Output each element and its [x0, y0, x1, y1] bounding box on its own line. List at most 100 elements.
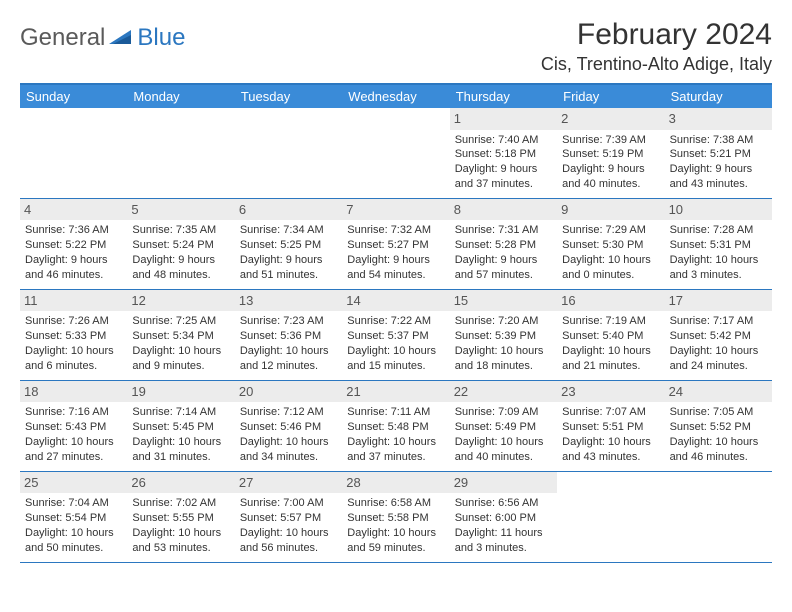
sunset-text: Sunset: 5:49 PM [455, 420, 552, 435]
daylight-text: Daylight: 9 hours [562, 162, 659, 177]
day-cell: 23Sunrise: 7:07 AMSunset: 5:51 PMDayligh… [557, 381, 664, 471]
daylight-text: Daylight: 10 hours [670, 253, 767, 268]
sunset-text: Sunset: 5:25 PM [240, 238, 337, 253]
month-title: February 2024 [541, 18, 772, 52]
sunset-text: Sunset: 5:36 PM [240, 329, 337, 344]
sunset-text: Sunset: 5:19 PM [562, 147, 659, 162]
day-cell: 29Sunrise: 6:56 AMSunset: 6:00 PMDayligh… [450, 472, 557, 562]
day-cell: 3Sunrise: 7:38 AMSunset: 5:21 PMDaylight… [665, 108, 772, 198]
sunrise-text: Sunrise: 7:40 AM [455, 133, 552, 148]
daylight-text: Daylight: 10 hours [562, 253, 659, 268]
day-number: 3 [665, 108, 772, 130]
sunrise-text: Sunrise: 6:58 AM [347, 496, 444, 511]
daylight-text: Daylight: 9 hours [347, 253, 444, 268]
daylight-text: Daylight: 11 hours [455, 526, 552, 541]
daylight-text: and 40 minutes. [562, 177, 659, 192]
day-number: 29 [450, 472, 557, 494]
day-cell: 8Sunrise: 7:31 AMSunset: 5:28 PMDaylight… [450, 199, 557, 289]
daylight-text: and 3 minutes. [670, 268, 767, 283]
sunset-text: Sunset: 5:24 PM [132, 238, 229, 253]
sunrise-text: Sunrise: 7:11 AM [347, 405, 444, 420]
day-cell: 4 Sunrise: 7:36 AMSunset: 5:22 PMDaylight… [20, 199, 127, 289]
sunrise-text: Sunrise: 7:35 AM [132, 223, 229, 238]
sunrise-text: Sunrise: 7:29 AM [562, 223, 659, 238]
daylight-text: Daylight: 10 hours [132, 526, 229, 541]
daylight-text: and 59 minutes. [347, 541, 444, 556]
daylight-text: and 9 minutes. [132, 359, 229, 374]
day-cell: 9Sunrise: 7:29 AMSunset: 5:30 PMDaylight… [557, 199, 664, 289]
location-text: Cis, Trentino-Alto Adige, Italy [541, 54, 772, 75]
daylight-text: Daylight: 9 hours [240, 253, 337, 268]
day-number: 24 [665, 381, 772, 403]
daylight-text: Daylight: 10 hours [25, 526, 122, 541]
sunset-text: Sunset: 5:22 PM [25, 238, 122, 253]
daylight-text: and 46 minutes. [25, 268, 122, 283]
day-header: Saturday [665, 85, 772, 108]
sunset-text: Sunset: 5:40 PM [562, 329, 659, 344]
day-header: Monday [127, 85, 234, 108]
sunrise-text: Sunrise: 7:04 AM [25, 496, 122, 511]
day-cell: 25Sunrise: 7:04 AMSunset: 5:54 PMDayligh… [20, 472, 127, 562]
daylight-text: Daylight: 10 hours [347, 435, 444, 450]
sunset-text: Sunset: 6:00 PM [455, 511, 552, 526]
daylight-text: and 31 minutes. [132, 450, 229, 465]
daylight-text: Daylight: 9 hours [455, 253, 552, 268]
sunrise-text: Sunrise: 7:36 AM [25, 223, 122, 238]
day-cell: 2Sunrise: 7:39 AMSunset: 5:19 PMDaylight… [557, 108, 664, 198]
daylight-text: Daylight: 10 hours [240, 435, 337, 450]
daylight-text: and 6 minutes. [25, 359, 122, 374]
day-cell: 14Sunrise: 7:22 AMSunset: 5:37 PMDayligh… [342, 290, 449, 380]
sunrise-text: Sunrise: 7:25 AM [132, 314, 229, 329]
sunset-text: Sunset: 5:43 PM [25, 420, 122, 435]
day-cell: 15Sunrise: 7:20 AMSunset: 5:39 PMDayligh… [450, 290, 557, 380]
day-number: 10 [665, 199, 772, 221]
daylight-text: Daylight: 9 hours [25, 253, 122, 268]
daylight-text: Daylight: 10 hours [132, 344, 229, 359]
sunset-text: Sunset: 5:33 PM [25, 329, 122, 344]
sunrise-text: Sunrise: 7:34 AM [240, 223, 337, 238]
day-header: Sunday [20, 85, 127, 108]
day-cell: 20Sunrise: 7:12 AMSunset: 5:46 PMDayligh… [235, 381, 342, 471]
day-number: 20 [235, 381, 342, 403]
sunset-text: Sunset: 5:57 PM [240, 511, 337, 526]
sunset-text: Sunset: 5:21 PM [670, 147, 767, 162]
daylight-text: and 43 minutes. [670, 177, 767, 192]
sunset-text: Sunset: 5:31 PM [670, 238, 767, 253]
day-cell: 22Sunrise: 7:09 AMSunset: 5:49 PMDayligh… [450, 381, 557, 471]
sunset-text: Sunset: 5:37 PM [347, 329, 444, 344]
title-block: February 2024 Cis, Trentino-Alto Adige, … [541, 18, 772, 75]
sunset-text: Sunset: 5:34 PM [132, 329, 229, 344]
daylight-text: and 48 minutes. [132, 268, 229, 283]
week-row: 25Sunrise: 7:04 AMSunset: 5:54 PMDayligh… [20, 472, 772, 563]
day-number: 7 [342, 199, 449, 221]
daylight-text: and 43 minutes. [562, 450, 659, 465]
day-number: 9 [557, 199, 664, 221]
day-number: 13 [235, 290, 342, 312]
day-cell: 16Sunrise: 7:19 AMSunset: 5:40 PMDayligh… [557, 290, 664, 380]
daylight-text: and 34 minutes. [240, 450, 337, 465]
week-row: 11Sunrise: 7:26 AMSunset: 5:33 PMDayligh… [20, 290, 772, 381]
sunset-text: Sunset: 5:27 PM [347, 238, 444, 253]
day-number: 6 [235, 199, 342, 221]
day-number: 4 [20, 199, 127, 221]
day-cell: 17Sunrise: 7:17 AMSunset: 5:42 PMDayligh… [665, 290, 772, 380]
day-number: 17 [665, 290, 772, 312]
daylight-text: and 56 minutes. [240, 541, 337, 556]
daylight-text: and 40 minutes. [455, 450, 552, 465]
week-row: 1Sunrise: 7:40 AMSunset: 5:18 PMDaylight… [20, 108, 772, 199]
daylight-text: Daylight: 10 hours [347, 344, 444, 359]
day-number: 14 [342, 290, 449, 312]
sunset-text: Sunset: 5:55 PM [132, 511, 229, 526]
daylight-text: and 50 minutes. [25, 541, 122, 556]
sunset-text: Sunset: 5:52 PM [670, 420, 767, 435]
header: General Blue February 2024 Cis, Trentino… [20, 18, 772, 75]
weeks-container: 1Sunrise: 7:40 AMSunset: 5:18 PMDaylight… [20, 108, 772, 563]
day-cell: 28Sunrise: 6:58 AMSunset: 5:58 PMDayligh… [342, 472, 449, 562]
daylight-text: Daylight: 10 hours [240, 344, 337, 359]
day-cell: 10Sunrise: 7:28 AMSunset: 5:31 PMDayligh… [665, 199, 772, 289]
sunset-text: Sunset: 5:46 PM [240, 420, 337, 435]
day-cell [20, 108, 127, 198]
day-cell [127, 108, 234, 198]
day-cell: 5Sunrise: 7:35 AMSunset: 5:24 PMDaylight… [127, 199, 234, 289]
sunset-text: Sunset: 5:45 PM [132, 420, 229, 435]
